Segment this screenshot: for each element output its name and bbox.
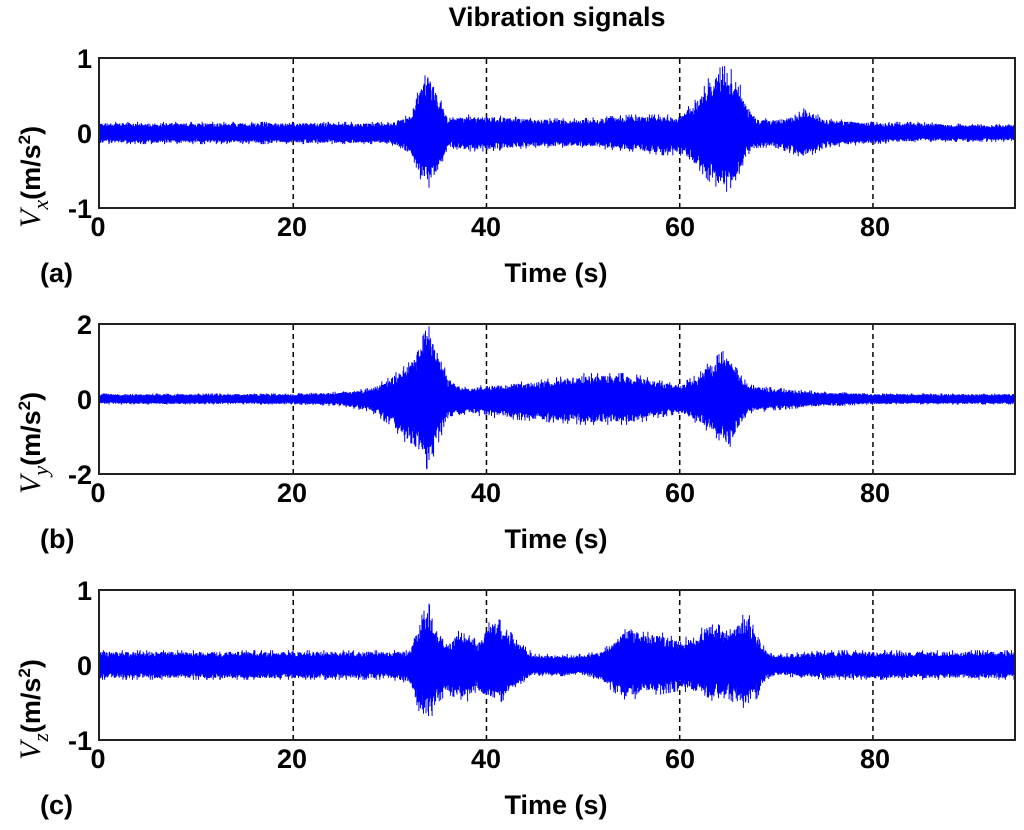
- y-tick: 2: [76, 310, 92, 340]
- x-tick: 40: [470, 212, 502, 242]
- y-tick: -1: [67, 194, 92, 224]
- x-tick: 0: [90, 744, 106, 774]
- y-tick: -1: [67, 726, 92, 756]
- x-tick: 60: [664, 744, 696, 774]
- x-tick: 40: [470, 744, 502, 774]
- panel-c: Vz(m/s2) 1 0 -1 0 20 40 60 80 (c) Time (…: [0, 532, 1024, 820]
- panel-label: (a): [40, 258, 73, 288]
- plot-area: [98, 323, 1016, 475]
- signal-trace: [100, 59, 1014, 207]
- x-axis-label: Time (s): [504, 524, 608, 554]
- x-axis-label: Time (s): [504, 790, 608, 820]
- x-tick: 80: [859, 478, 891, 508]
- x-tick: 0: [90, 478, 106, 508]
- panel-a: Vx(m/s2) 1 0 -1 0 20 40 60 80 (a) Time (…: [0, 0, 1024, 288]
- y-tick: -2: [67, 460, 92, 490]
- y-axis-label: Vx(m/s2): [14, 125, 53, 228]
- y-tick: 1: [76, 44, 92, 74]
- x-tick: 60: [664, 478, 696, 508]
- panel-label: (c): [40, 790, 73, 820]
- signal-trace: [100, 325, 1014, 473]
- panel-label: (b): [40, 524, 75, 554]
- y-axis-label: Vy(m/s2): [14, 391, 53, 494]
- x-tick: 20: [276, 212, 308, 242]
- x-tick: 0: [90, 212, 106, 242]
- x-tick: 60: [664, 212, 696, 242]
- y-tick: 0: [76, 119, 92, 149]
- plot-area: [98, 589, 1016, 741]
- y-axis-label: Vz(m/s2): [14, 659, 53, 760]
- y-tick: 1: [76, 576, 92, 606]
- figure-title: Vibration signals: [448, 2, 666, 32]
- signal-trace: [100, 591, 1014, 739]
- x-tick: 40: [470, 478, 502, 508]
- x-tick: 80: [859, 212, 891, 242]
- x-tick: 20: [276, 744, 308, 774]
- x-axis-label: Time (s): [504, 258, 608, 288]
- y-tick: 0: [76, 385, 92, 415]
- x-tick: 20: [276, 478, 308, 508]
- x-tick: 80: [859, 744, 891, 774]
- panel-b: Vy(m/s2) 2 0 -2 0 20 40 60 80 (b) Time (…: [0, 266, 1024, 554]
- y-tick: 0: [76, 651, 92, 681]
- plot-area: [98, 57, 1016, 209]
